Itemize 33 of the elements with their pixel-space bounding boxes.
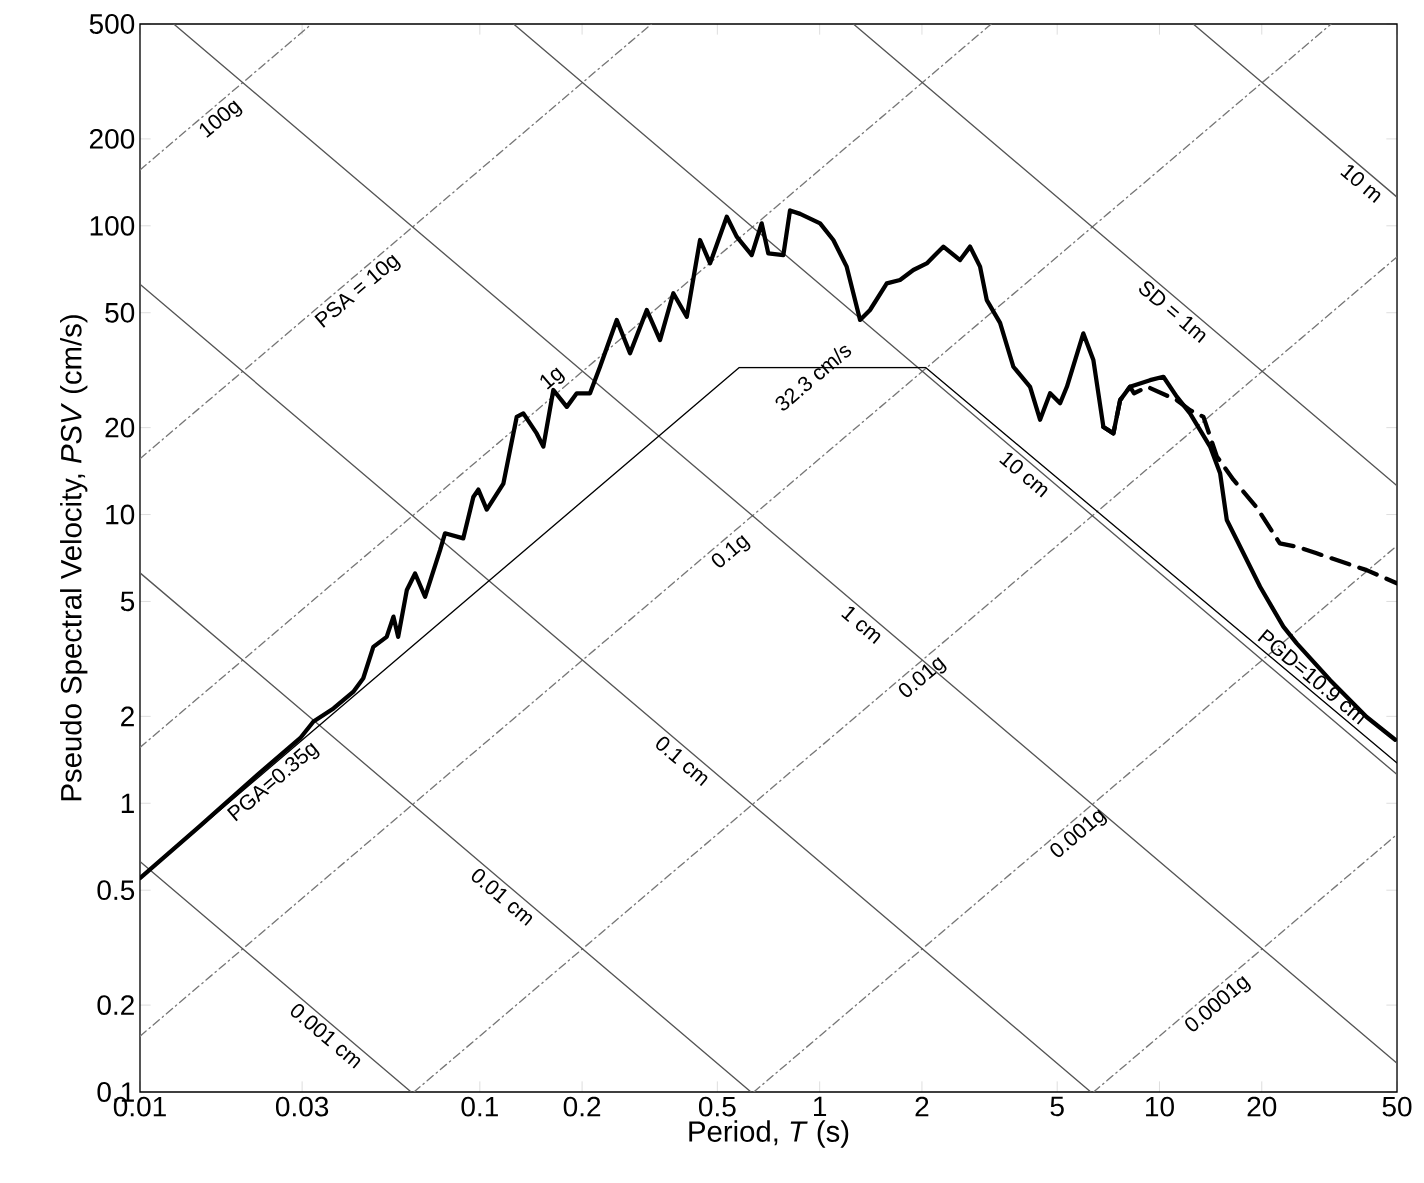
annotation: 1 cm xyxy=(841,606,881,644)
x-axis-title: Period, T (s) xyxy=(689,1120,849,1148)
y-tick-label: 20 xyxy=(105,417,135,438)
x-tick-label: 0.2 xyxy=(563,1096,601,1117)
y-axis-title: Pseudo Spectral Velocity, PSV (cm/s) xyxy=(60,315,88,801)
x-tick-label: 20 xyxy=(1247,1096,1277,1117)
annotation: 0.01 cm xyxy=(471,868,533,926)
y-tick-label: 0.5 xyxy=(97,880,135,901)
x-tick-label: 10 xyxy=(1146,1096,1174,1117)
y-tick-label: 2 xyxy=(121,706,134,727)
y-tick-label: 100 xyxy=(90,215,135,236)
annotation: 0.1 cm xyxy=(656,736,708,787)
annotation: 0.1g xyxy=(711,535,751,568)
annotation: 10 m xyxy=(1340,165,1381,203)
x-tick-label: 2 xyxy=(915,1096,929,1117)
y-tick-label: 5 xyxy=(120,591,135,612)
y-tick-label: 50 xyxy=(105,302,135,323)
y-tick-label: 1 xyxy=(121,793,134,813)
annotation: SD = 1m xyxy=(1139,281,1206,343)
annotation: 10 cm xyxy=(999,452,1048,498)
annotation: PSA = 10g xyxy=(314,254,401,328)
y-tick-label: 0.2 xyxy=(97,995,134,1016)
annotation: 32.3 cm/s xyxy=(775,345,852,411)
y-tick-label: 200 xyxy=(89,128,135,149)
x-tick-label: 1 xyxy=(814,1096,827,1116)
annotation: 1g xyxy=(540,367,565,390)
y-tick-label: 500 xyxy=(89,14,135,34)
x-tick-label: 0.1 xyxy=(461,1096,498,1117)
x-tick-label: 5 xyxy=(1050,1096,1064,1117)
y-tick-label: 10 xyxy=(106,504,135,525)
x-tick-label: 0.03 xyxy=(275,1096,329,1117)
x-tick-label: 0.5 xyxy=(698,1096,736,1117)
x-tick-label: 50 xyxy=(1382,1096,1412,1117)
